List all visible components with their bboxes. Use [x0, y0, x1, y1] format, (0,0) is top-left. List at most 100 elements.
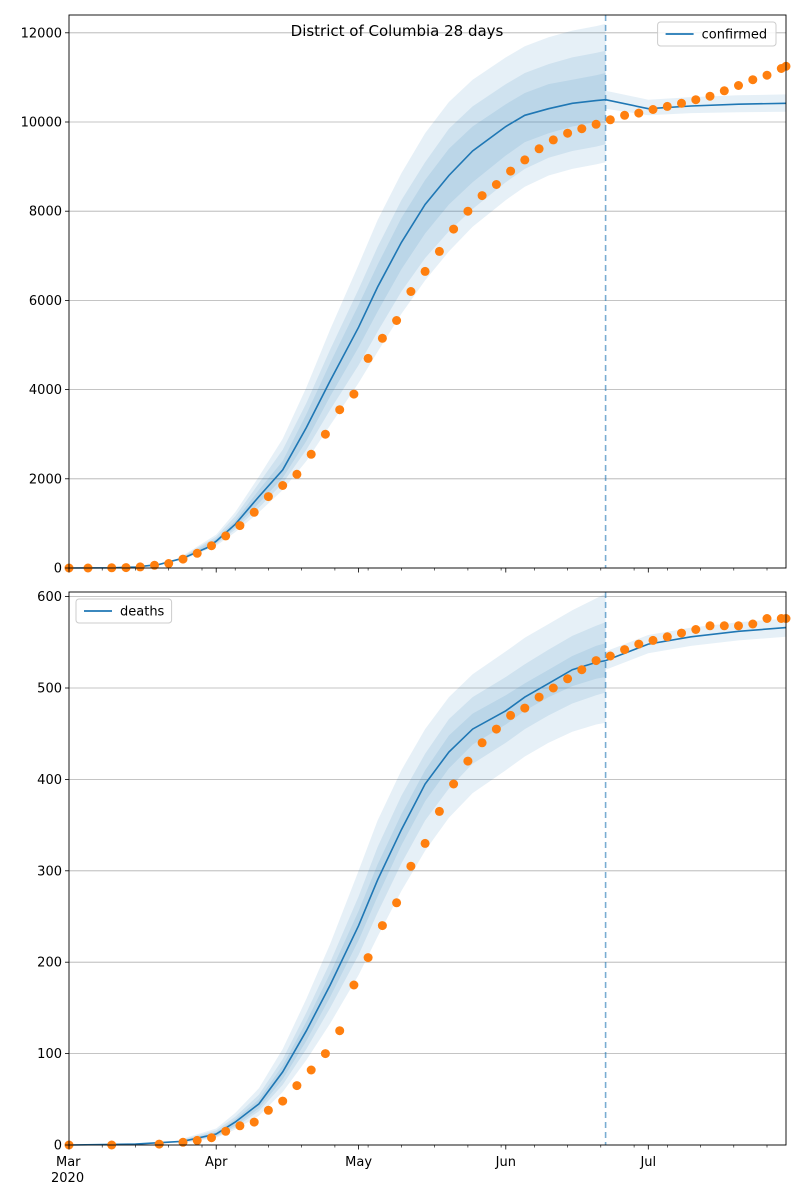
observed-point: [406, 287, 416, 296]
observed-point: [605, 115, 615, 125]
observed-point: [249, 1117, 259, 1127]
observed-point: [154, 1139, 164, 1149]
observed-point: [420, 266, 430, 276]
observed-point: [648, 105, 658, 114]
observed-point: [164, 559, 174, 568]
observed-point: [249, 507, 259, 517]
observed-point: [420, 838, 430, 848]
observed-point: [178, 1137, 188, 1147]
y-tick-label: 200: [37, 956, 62, 971]
y-tick-label: 300: [37, 864, 62, 879]
observed-point: [705, 621, 715, 631]
observed-point: [548, 683, 558, 693]
observed-point: [563, 128, 573, 138]
figure-suptitle: District of Columbia 28 days: [291, 22, 504, 40]
observed-point: [192, 548, 202, 558]
observed-point: [548, 135, 558, 145]
deaths-y-ticks: 0 100 200 300 400 500 600: [37, 590, 69, 1154]
observed-point: [605, 651, 615, 661]
observed-point: [306, 1065, 316, 1075]
observed-point: [434, 246, 444, 256]
legend-label: confirmed: [702, 28, 768, 43]
observed-point: [377, 921, 387, 931]
observed-point: [662, 632, 672, 642]
y-tick-label: 0: [54, 562, 62, 577]
y-tick-label: 12000: [21, 26, 62, 41]
observed-point: [320, 1049, 330, 1059]
observed-point: [591, 656, 601, 666]
legend-box: [657, 21, 777, 47]
observed-point: [392, 316, 402, 325]
observed-point: [306, 449, 316, 459]
observed-point: [491, 180, 501, 189]
model-line: [68, 626, 787, 1146]
observed-point: [192, 1135, 202, 1145]
observed-point: [691, 95, 701, 105]
observed-point: [363, 953, 373, 963]
observed-point: [221, 531, 231, 541]
observed-point: [491, 724, 501, 734]
observed-point: [135, 562, 145, 572]
observed-point: [221, 1126, 231, 1136]
observed-point: [335, 405, 345, 415]
observed-point: [691, 625, 701, 634]
observed-point: [634, 108, 644, 118]
observed-point: [577, 665, 587, 675]
x-tick-label: Jul: [639, 1155, 656, 1170]
observed-point: [705, 91, 715, 101]
legend-label: deaths: [120, 605, 165, 620]
axes-frame: [68, 14, 787, 569]
observed-point: [235, 521, 245, 531]
observed-point: [748, 75, 758, 85]
y-tick-label: 10000: [21, 116, 62, 131]
observed-point: [534, 144, 544, 154]
uncertainty-band: [183, 23, 606, 560]
observed-point: [719, 86, 729, 96]
observed-point: [278, 481, 288, 490]
observed-point: [235, 1121, 245, 1131]
observed-point: [477, 191, 487, 201]
axes-frame: [68, 591, 787, 1146]
observed-point: [577, 124, 587, 134]
x-tick-label: May: [345, 1155, 372, 1170]
observed-point: [434, 806, 444, 816]
y-tick-label: 8000: [29, 205, 62, 220]
confirmed-legend: confirmed: [657, 21, 777, 47]
observed-point: [620, 110, 630, 120]
observed-point: [178, 554, 188, 564]
uncertainty-band: [183, 50, 606, 560]
x-tick-label: Mar: [56, 1155, 81, 1170]
observed-point: [463, 756, 473, 766]
deaths-model-line: [68, 626, 787, 1146]
legend-box: [75, 598, 173, 624]
observed-point: [734, 621, 743, 631]
y-tick-label: 500: [37, 682, 62, 697]
observed-point: [719, 621, 729, 631]
deaths-x-ticks: Mar Apr May Jun Jul 2020: [51, 1145, 768, 1186]
observed-point: [292, 1081, 302, 1091]
confirmed-y-ticks: 0 2000 4000 6000 8000 10000 12000: [21, 26, 69, 577]
observed-point: [335, 1026, 345, 1036]
y-tick-label: 100: [37, 1047, 62, 1062]
observed-point: [734, 81, 743, 90]
y-tick-label: 6000: [29, 294, 62, 309]
observed-point: [520, 703, 530, 713]
confirmed-axes: [68, 14, 787, 569]
deaths-legend: deaths: [75, 598, 173, 624]
observed-point: [534, 692, 544, 702]
observed-point: [748, 619, 758, 629]
observed-point: [506, 710, 516, 720]
y-tick-label: 600: [37, 590, 62, 605]
observed-point: [520, 155, 530, 165]
y-tick-label: 400: [37, 773, 62, 788]
observed-point: [263, 492, 273, 502]
uncertainty-band: [183, 73, 606, 559]
observed-point: [463, 206, 473, 216]
observed-point: [363, 353, 373, 363]
observed-point: [591, 119, 601, 129]
observed-point: [677, 628, 686, 638]
y-tick-label: 4000: [29, 383, 62, 398]
observed-point: [320, 429, 330, 439]
